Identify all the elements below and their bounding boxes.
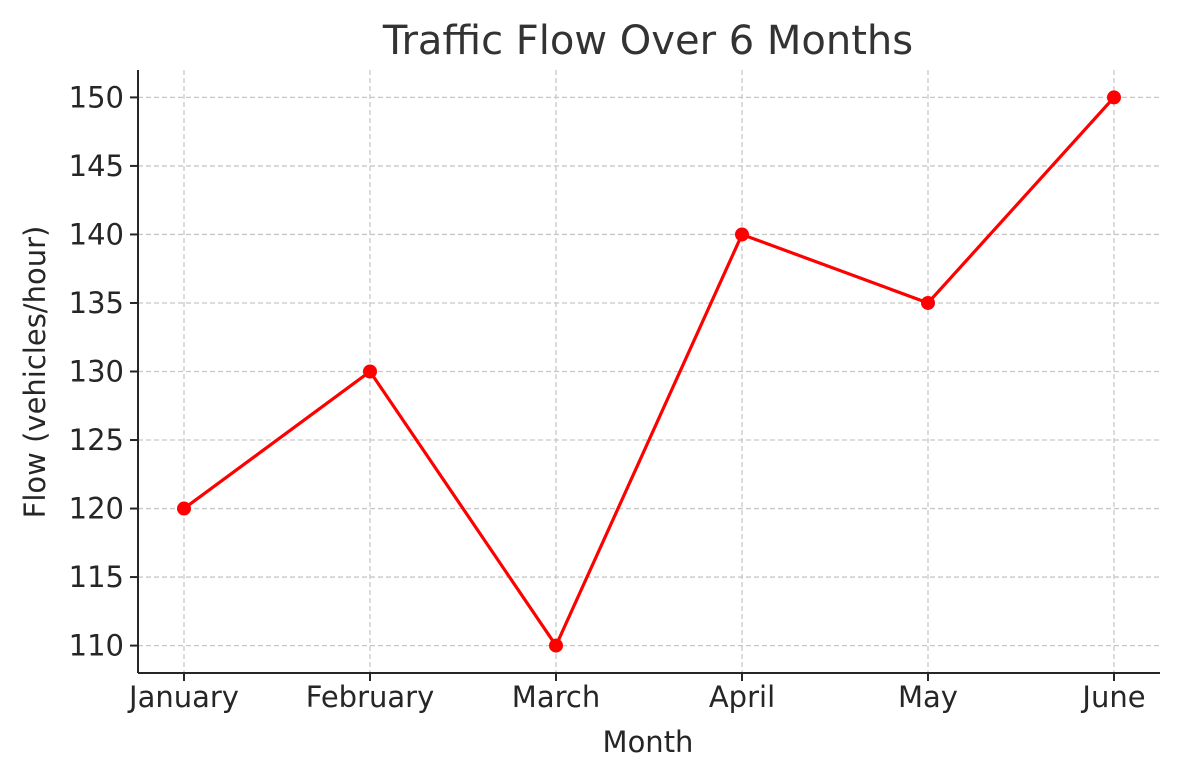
grid [138, 70, 1160, 673]
ticks: 110 115 120 125 130 135 140 145 150 January Februa… [69, 80, 1146, 714]
x-tick-label: June [1080, 680, 1145, 714]
x-tick-label: May [898, 680, 958, 714]
x-tick-label: March [512, 680, 600, 714]
chart-title: Traffic Flow Over 6 Months [382, 18, 913, 64]
data-point [177, 501, 191, 516]
data-point [363, 364, 377, 379]
y-tick-label: 125 [69, 423, 124, 457]
y-axis-label: Flow (vehicles/hour) [18, 226, 52, 519]
x-tick-label: April [709, 680, 775, 714]
y-tick-label: 150 [69, 80, 124, 114]
series [177, 90, 1121, 653]
data-point [735, 227, 749, 242]
data-point [921, 295, 935, 310]
x-tick-label: February [306, 680, 435, 714]
x-tick-label: January [127, 680, 239, 714]
y-tick-label: 110 [69, 629, 124, 663]
y-tick-label: 135 [69, 286, 124, 320]
y-tick-label: 140 [69, 217, 124, 251]
y-tick-label: 130 [69, 355, 124, 389]
series-line [183, 96, 1116, 648]
y-tick-label: 120 [69, 492, 124, 526]
y-tick-label: 115 [69, 560, 124, 594]
y-tick-label: 145 [69, 149, 124, 183]
x-axis-label: Month [603, 725, 694, 759]
data-point [1107, 90, 1121, 105]
data-point [549, 638, 563, 653]
